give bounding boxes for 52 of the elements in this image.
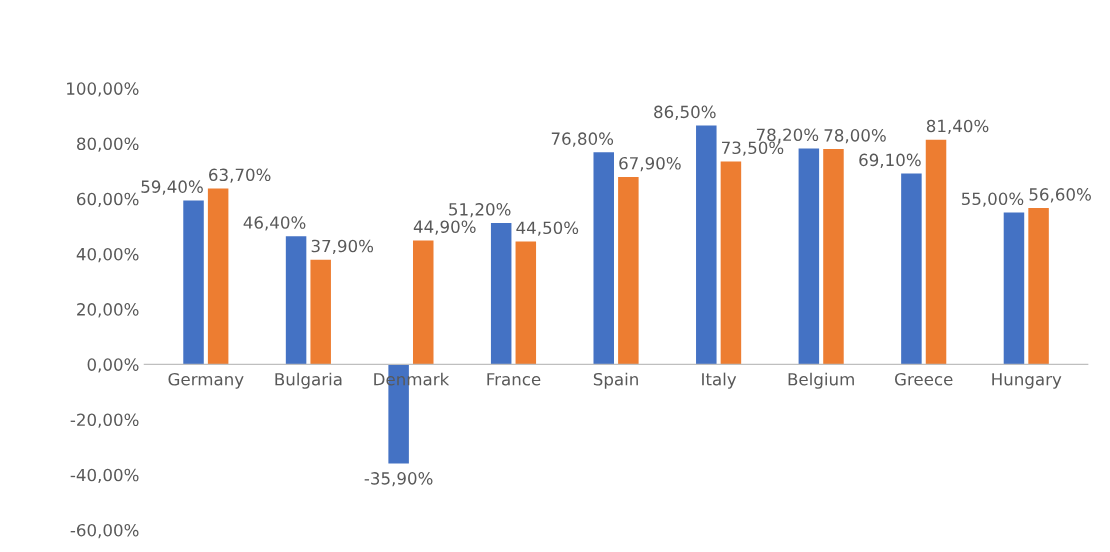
bar xyxy=(183,200,204,365)
bar xyxy=(1003,212,1025,365)
bar xyxy=(798,148,820,365)
data-label: 44,50% xyxy=(516,221,579,236)
x-tick-label: Belgium xyxy=(788,372,854,389)
data-label: 76,80% xyxy=(551,132,614,147)
bar xyxy=(490,223,512,365)
data-label: 44,90% xyxy=(413,220,476,235)
x-tick-label: Spain xyxy=(593,372,638,389)
x-tick-label: Bulgaria xyxy=(275,372,342,389)
y-tick-label: 100,00% xyxy=(67,82,139,97)
x-tick-label: Hungary xyxy=(992,373,1062,389)
data-label: -35,90% xyxy=(364,472,433,487)
x-tick-label: Italy xyxy=(702,372,737,389)
y-tick-label: 20,00% xyxy=(77,303,139,318)
data-label: 37,90% xyxy=(311,239,374,255)
data-label: 78,00% xyxy=(824,129,886,144)
y-tick-label: -40,00% xyxy=(70,468,139,483)
y-tick-label: -20,00% xyxy=(70,413,139,428)
data-label: 67,90% xyxy=(619,156,681,172)
bar xyxy=(618,176,639,365)
data-label: 55,00% xyxy=(961,192,1024,207)
x-tick-label: Greece xyxy=(894,372,953,386)
data-label: 56,60% xyxy=(1029,188,1091,203)
bar xyxy=(515,241,537,365)
bar xyxy=(925,139,947,365)
y-tick-label: -60,00% xyxy=(70,523,139,539)
y-tick-label: 80,00% xyxy=(77,137,139,152)
data-label: 73,50% xyxy=(722,141,784,156)
bar xyxy=(207,188,229,365)
data-label: 78,20% xyxy=(756,128,819,143)
x-tick-label: France xyxy=(487,373,541,386)
bar xyxy=(1028,208,1049,365)
data-label: 69,10% xyxy=(859,153,921,168)
bar xyxy=(696,125,717,365)
data-label: 86,50% xyxy=(654,105,716,120)
bar xyxy=(720,161,742,365)
y-tick-label: 40,00% xyxy=(76,247,139,263)
data-label: 81,40% xyxy=(926,119,989,134)
bar xyxy=(823,149,844,365)
bar xyxy=(593,152,614,365)
bar xyxy=(310,259,331,365)
x-tick-label: Germany xyxy=(168,372,244,389)
y-tick-label: 60,00% xyxy=(77,192,139,207)
data-label: 46,40% xyxy=(243,216,306,231)
bar xyxy=(901,173,922,365)
bar xyxy=(285,236,307,365)
y-tick-label: 0,00% xyxy=(87,358,139,373)
bar xyxy=(412,240,434,365)
data-label: 63,70% xyxy=(209,168,271,183)
data-label: 59,40% xyxy=(141,180,203,195)
data-label: 51,20% xyxy=(449,203,511,218)
